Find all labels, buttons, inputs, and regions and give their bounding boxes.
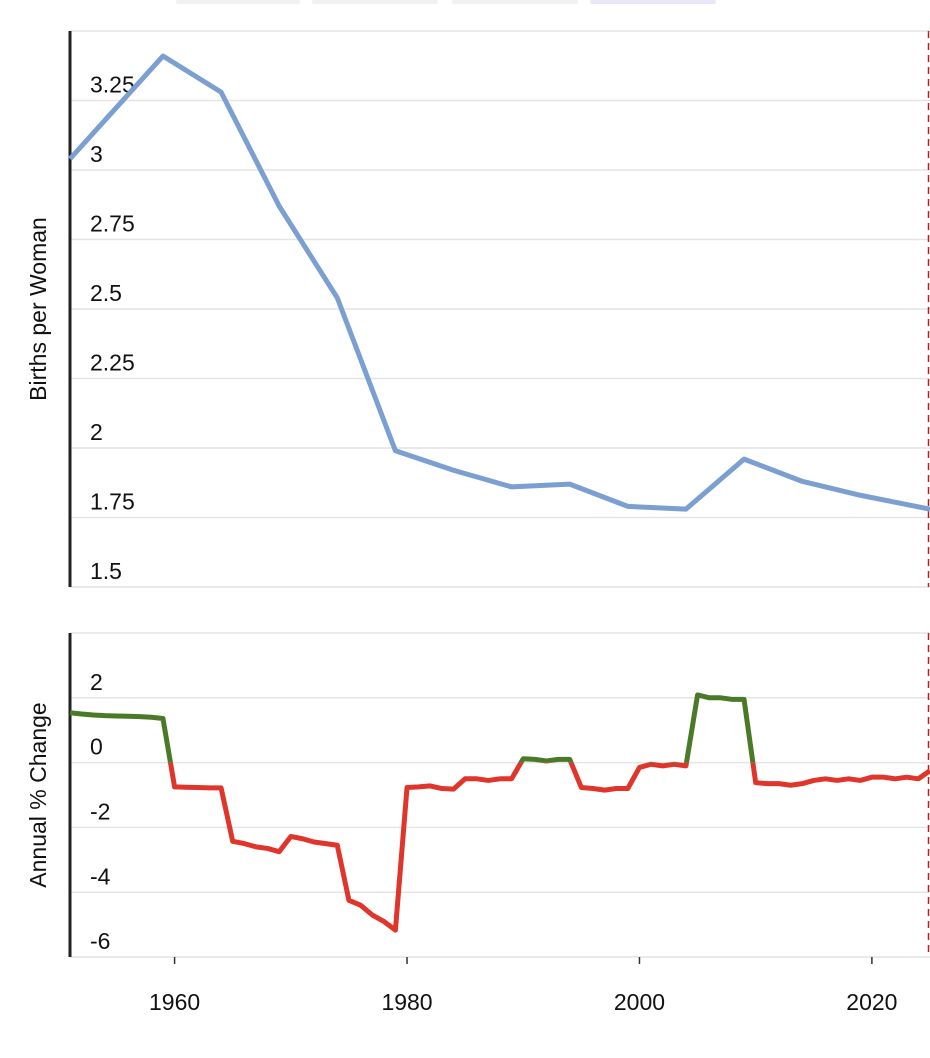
y-tick-label: 2.5	[90, 280, 122, 306]
y-axis-label: Annual % Change	[25, 702, 51, 887]
data-line	[68, 53, 930, 512]
y-tick-label: 3	[90, 141, 103, 167]
tab[interactable]	[312, 0, 438, 4]
y-tick-label: 2	[90, 419, 103, 445]
y-tick-label: -6	[90, 928, 110, 954]
data-line	[167, 762, 930, 933]
x-tick-label: 2000	[614, 989, 665, 1015]
y-axis-label: Births per Woman	[25, 217, 51, 401]
y-tick-label: 1.75	[90, 489, 135, 515]
y-tick-label: 2.25	[90, 350, 135, 376]
y-tick-label: 1.5	[90, 558, 122, 584]
y-tick-label: -2	[90, 798, 110, 824]
y-tick-label: -4	[90, 863, 111, 889]
x-tick-label: 1960	[149, 989, 200, 1015]
y-tick-label: 2.75	[90, 211, 135, 237]
y-tick-label: 0	[90, 734, 103, 760]
tab[interactable]	[590, 0, 716, 4]
tab[interactable]	[452, 0, 578, 4]
x-tick-label: 2020	[846, 989, 897, 1015]
data-line	[69, 692, 756, 763]
y-tick-label: 2	[90, 669, 103, 695]
x-tick-label: 1980	[381, 989, 432, 1015]
tab[interactable]	[176, 0, 300, 4]
